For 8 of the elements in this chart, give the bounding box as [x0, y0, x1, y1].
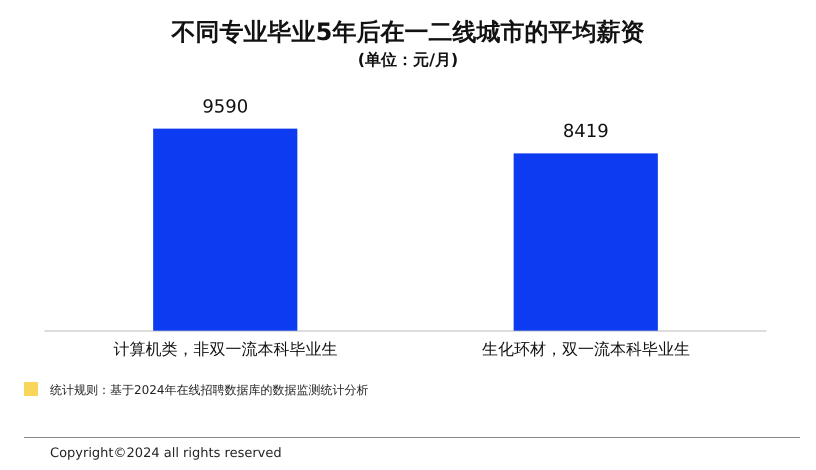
x-tick-label: 计算机类，非双一流本科毕业生 [113, 340, 338, 359]
x-tick-label: 生化环材，双一流本科毕业生 [482, 340, 690, 359]
chart-title: 不同专业毕业5年后在一二线城市的平均薪资 [170, 17, 646, 48]
data-label: 8419 [562, 121, 609, 142]
chart-subtitle: (单位：元/月) [356, 50, 460, 71]
data-label: 9590 [202, 96, 248, 118]
text: 统计规则：基于2024年在线招聘数据库的数据监测统计分析 [50, 382, 369, 399]
text: Copyright©2024 all rights reserved [50, 446, 282, 461]
